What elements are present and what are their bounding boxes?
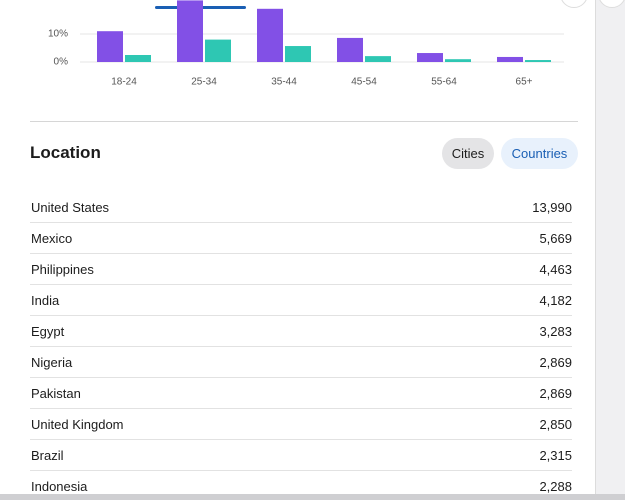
chart: 0% 10% 18-24 25-34 35-44 45-54 55-64 65+ <box>48 0 564 88</box>
table-row: Brazil 2,315 <box>30 440 572 471</box>
table-row: Mexico 5,669 <box>30 223 572 254</box>
x-tick-label: 45-54 <box>351 77 377 88</box>
country-name: Nigeria <box>31 355 73 370</box>
country-count: 2,850 <box>539 417 572 432</box>
bar <box>525 60 551 62</box>
country-count: 2,869 <box>539 386 572 401</box>
table-row: India 4,182 <box>30 285 572 316</box>
bar <box>337 37 363 62</box>
table-row: United Kingdom 2,850 <box>30 409 572 440</box>
country-count: 2,869 <box>539 355 572 370</box>
table-row: Pakistan 2,869 <box>30 378 572 409</box>
card: 0% 10% 18-24 25-34 35-44 45-54 55-64 65+ Locati… <box>0 0 596 494</box>
bar <box>417 53 443 62</box>
country-count: 4,182 <box>539 293 572 308</box>
bar <box>445 59 471 62</box>
bar <box>177 0 203 62</box>
x-tick-label: 65+ <box>516 77 533 88</box>
country-count: 13,990 <box>532 200 572 215</box>
bottom-bar <box>0 494 625 500</box>
cities-button[interactable]: Cities <box>442 138 494 169</box>
country-name: Pakistan <box>31 386 81 401</box>
country-count: 5,669 <box>539 231 572 246</box>
country-name: Egypt <box>31 324 65 339</box>
country-name: Mexico <box>31 231 73 246</box>
countries-button[interactable]: Countries <box>501 138 578 169</box>
bar <box>497 56 523 62</box>
bar <box>285 46 311 62</box>
country-name: United States <box>31 200 110 215</box>
divider <box>30 121 578 122</box>
country-name: Philippines <box>31 262 94 277</box>
y-tick-label: 0% <box>54 57 69 68</box>
bar <box>257 8 283 63</box>
bar <box>125 55 151 62</box>
x-tick-label: 25-34 <box>191 77 217 88</box>
table-row: Philippines 4,463 <box>30 254 572 285</box>
country-count: 2,315 <box>539 448 572 463</box>
y-tick-label: 10% <box>48 29 68 40</box>
country-name: United Kingdom <box>31 417 124 432</box>
country-name: Brazil <box>31 448 64 463</box>
country-count: 3,283 <box>539 324 572 339</box>
country-name: Indonesia <box>31 479 88 494</box>
table-row: United States 13,990 <box>30 192 572 223</box>
bar <box>97 31 123 62</box>
x-tick-label: 18-24 <box>111 77 137 88</box>
section-title: Location <box>30 143 101 162</box>
country-count: 4,463 <box>539 262 572 277</box>
x-tick-label: 35-44 <box>271 77 297 88</box>
x-tick-label: 55-64 <box>431 77 457 88</box>
country-count: 2,288 <box>539 479 572 494</box>
table-row: Indonesia 2,288 <box>30 471 572 494</box>
table-row: Egypt 3,283 <box>30 316 572 347</box>
country-name: India <box>31 293 60 308</box>
bar <box>205 39 231 62</box>
icon-button[interactable] <box>598 0 625 8</box>
table-row: Nigeria 2,869 <box>30 347 572 378</box>
bar <box>365 56 391 62</box>
